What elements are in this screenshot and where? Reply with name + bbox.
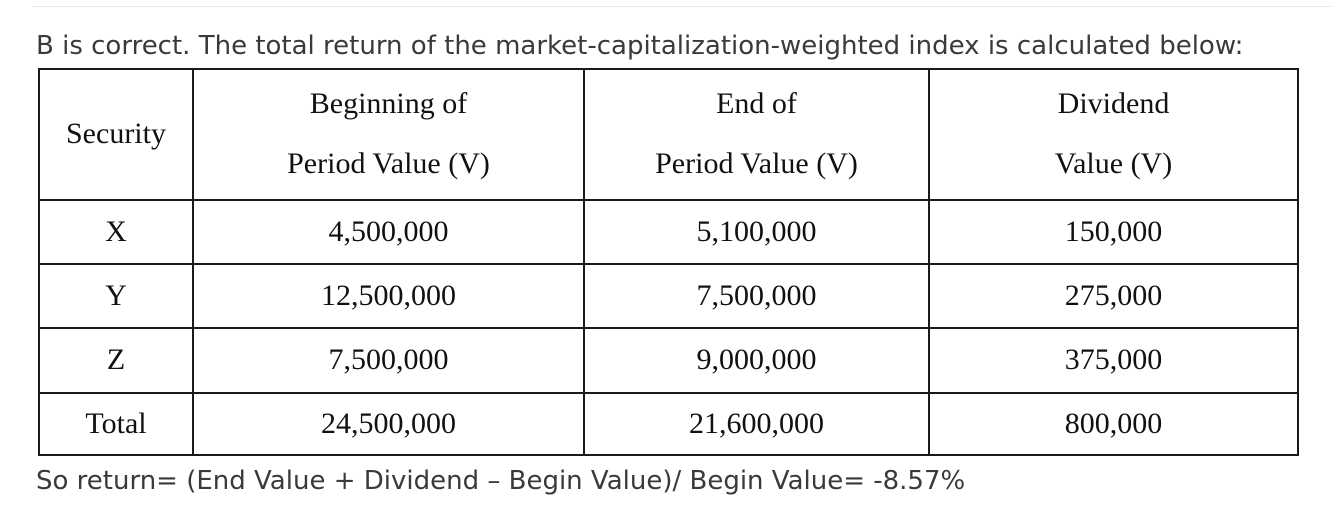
cell-dividend-value: 275,000 — [928, 262, 1299, 330]
cell-end-value: 9,000,000 — [583, 327, 930, 394]
header-security: Security — [38, 68, 194, 201]
cell-total-dividend: 800,000 — [928, 391, 1299, 457]
intro-text: B is correct. The total return of the ma… — [36, 31, 1244, 61]
cell-security: Z — [38, 327, 194, 394]
table-row: X 4,500,000 5,100,000 150,000 — [38, 198, 1299, 266]
cell-dividend-value: 150,000 — [928, 198, 1299, 266]
cell-begin-value: 12,500,000 — [192, 262, 585, 330]
cell-security: Y — [38, 262, 194, 330]
cell-dividend-value: 375,000 — [928, 327, 1299, 394]
header-dividend-line2: Value (V) — [1054, 147, 1173, 181]
header-end-line1: End of — [716, 87, 797, 121]
cell-begin-value: 7,500,000 — [192, 327, 585, 394]
header-end-value: End of Period Value (V) — [583, 68, 930, 201]
conclusion-text: So return= (End Value + Dividend – Begin… — [36, 466, 966, 496]
table-header-row: Security Beginning of Period Value (V) E… — [38, 68, 1299, 201]
cell-total-end: 21,600,000 — [583, 391, 930, 457]
cell-total-begin: 24,500,000 — [192, 391, 585, 457]
table-total-row: Total 24,500,000 21,600,000 800,000 — [38, 391, 1299, 457]
cell-begin-value: 4,500,000 — [192, 198, 585, 266]
header-dividend-line1: Dividend — [1057, 87, 1170, 121]
returns-table: Security Beginning of Period Value (V) E… — [38, 68, 1299, 457]
header-end-line2: Period Value (V) — [655, 147, 858, 181]
table-row: Y 12,500,000 7,500,000 275,000 — [38, 262, 1299, 330]
cell-end-value: 5,100,000 — [583, 198, 930, 266]
header-dividend-value: Dividend Value (V) — [928, 68, 1299, 201]
cell-security: X — [38, 198, 194, 266]
cell-end-value: 7,500,000 — [583, 262, 930, 330]
header-beginning-line2: Period Value (V) — [287, 147, 490, 181]
header-beginning-line1: Beginning of — [309, 87, 468, 121]
table-row: Z 7,500,000 9,000,000 375,000 — [38, 327, 1299, 394]
header-security-label: Security — [66, 117, 166, 151]
top-divider — [32, 6, 1332, 7]
header-beginning-value: Beginning of Period Value (V) — [192, 68, 585, 201]
cell-total-label: Total — [38, 391, 194, 457]
